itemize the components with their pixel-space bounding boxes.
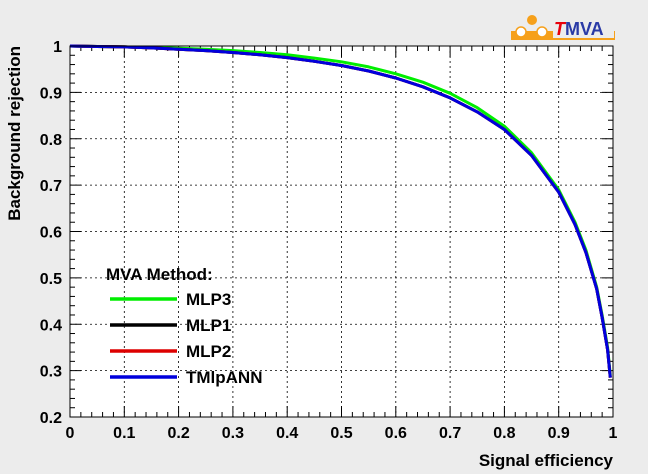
y-tick-label: 0.3 [40,364,62,381]
y-tick-label: 0.2 [40,410,62,427]
grid [70,46,613,417]
legend-entries: MLP3 MLP1 MLP2 TMlpANN [110,290,262,387]
plot-frame-outline [69,45,614,418]
y-tick-label: 1 [53,39,62,56]
y-tick-label: 0.6 [40,225,62,242]
legend-title: MVA Method: [106,265,213,284]
logo-dot-icon [515,26,527,38]
x-tick-label: 0.8 [493,425,515,442]
x-axis-title: Signal efficiency [479,451,614,470]
x-tick-label: 0.1 [113,425,135,442]
x-tick-label: 1 [609,425,618,442]
logo-letter-t: T [554,19,567,39]
logo-letters-mva: MVA [565,19,604,39]
x-tick-label: 0.6 [385,425,407,442]
y-tick-label: 0.9 [40,85,62,102]
legend-label: TMlpANN [186,368,262,387]
series-lines [69,44,612,378]
x-tick-label: 0.2 [167,425,189,442]
series-line-tmlpann [69,44,612,378]
legend-label: MLP1 [186,316,231,335]
legend-label: MLP3 [186,290,231,309]
y-tick-labels: 0.2 0.3 0.4 0.5 0.6 0.7 0.8 0.9 1 [40,39,62,427]
y-axis-title: Background rejection [5,46,24,221]
logo-dot-icon [536,26,548,38]
legend-label: MLP2 [186,342,231,361]
y-tick-label: 0.5 [40,271,62,288]
logo-dot-icon [527,15,537,25]
x-tick-label: 0 [66,425,75,442]
x-tick-label: 0.5 [330,425,352,442]
x-tick-label: 0.7 [439,425,461,442]
y-tick-label: 0.7 [40,178,62,195]
legend: MVA Method: MLP3 MLP1 MLP2 TMlpANN [106,265,262,387]
y-tick-label: 0.4 [40,317,62,334]
logo-text: TMVA [554,19,604,39]
x-tick-label: 0.3 [222,425,244,442]
y-tick-label: 0.8 [40,132,62,149]
tmva-logo: TMVA [511,15,615,40]
logo-text-bg [553,18,614,38]
x-tick-label: 0.9 [548,425,570,442]
x-tick-label: 0.4 [276,425,298,442]
x-tick-labels: 0 0.1 0.2 0.3 0.4 0.5 0.6 0.7 0.8 0.9 1 [66,425,618,442]
